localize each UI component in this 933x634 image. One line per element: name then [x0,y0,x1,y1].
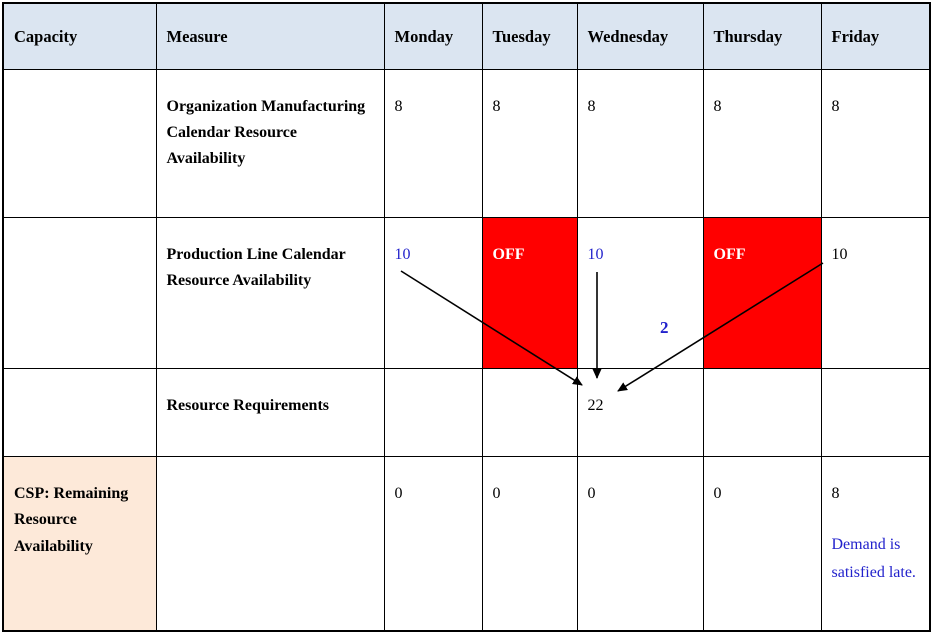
cell-req-tuesday [481,368,578,457]
cell-csp-wednesday: 0 [576,455,704,632]
row-production-line: Production Line Calendar Resource Availa… [2,216,931,370]
header-measure: Measure [155,2,385,70]
cell-req-monday [383,368,483,457]
header-capacity: Capacity [2,2,157,70]
cell-org-tuesday: 8 [481,68,578,218]
cell-csp-monday: 0 [383,455,483,632]
cell-req-measure: Resource Requirements [155,368,385,457]
cell-org-thursday: 8 [702,68,822,218]
late-demand-note: Demand is satisfied late. [831,536,916,581]
cell-org-capacity-empty [2,68,157,218]
header-row: Capacity Measure Monday Tuesday Wednesda… [2,2,931,70]
header-thursday: Thursday [702,2,822,70]
cell-req-friday [820,368,931,457]
cell-csp-friday: 8 Demand is satisfied late. [820,455,931,632]
cell-prod-wednesday: 10 [576,216,704,370]
row-csp: CSP: Remaining Resource Availability 0 0… [2,455,931,632]
cell-prod-capacity-empty [2,216,157,370]
cell-csp-thursday: 0 [702,455,822,632]
row-org-calendar: Organization Manufacturing Calendar Reso… [2,68,931,218]
csp-friday-value: 8 [831,484,840,502]
cell-prod-thursday-off: OFF [702,216,822,370]
cell-prod-tuesday-off: OFF [481,216,578,370]
cell-prod-monday: 10 [383,216,483,370]
cell-prod-friday: 10 [820,216,931,370]
cell-csp-measure-empty [155,455,385,632]
header-tuesday: Tuesday [481,2,578,70]
cell-csp-capacity: CSP: Remaining Resource Availability [2,455,157,632]
header-monday: Monday [383,2,483,70]
cell-prod-measure: Production Line Calendar Resource Availa… [155,216,385,370]
header-wednesday: Wednesday [576,2,704,70]
cell-req-wednesday: 22 [576,368,704,457]
cell-req-thursday [702,368,822,457]
cell-org-measure: Organization Manufacturing Calendar Reso… [155,68,385,218]
cell-csp-tuesday: 0 [481,455,578,632]
row-resource-requirements: Resource Requirements 22 [2,368,931,457]
cell-req-capacity-empty [2,368,157,457]
header-friday: Friday [820,2,931,70]
cell-org-monday: 8 [383,68,483,218]
cell-org-wednesday: 8 [576,68,704,218]
cell-org-friday: 8 [820,68,931,218]
